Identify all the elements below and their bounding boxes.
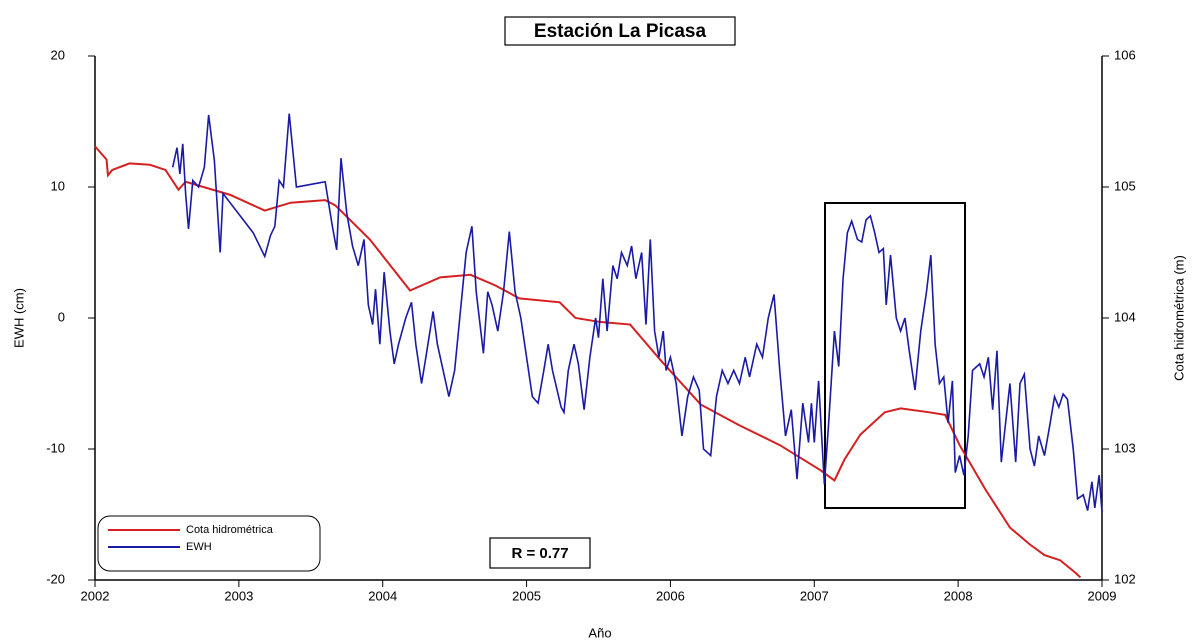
- legend-label: Cota hidrométrica: [186, 524, 274, 536]
- title-box: [504, 16, 736, 46]
- x-tick-label: 2009: [1088, 588, 1117, 603]
- y-tick-label: 20: [51, 47, 65, 62]
- y2-tick-label: 106: [1114, 47, 1136, 62]
- x-axis-label: Año: [588, 625, 611, 640]
- x-tick-label: 2002: [81, 588, 110, 603]
- x-tick-label: 2006: [656, 588, 685, 603]
- y-axis-label: EWH (cm): [11, 288, 26, 348]
- annotation: R = 0.77: [511, 545, 568, 562]
- y-tick-label: 10: [51, 178, 65, 193]
- x-tick-label: 2007: [800, 588, 829, 603]
- chart-title: Estación La Picasa: [534, 21, 707, 42]
- y2-axis-label: Cota hidrométrica (m): [1171, 255, 1186, 381]
- series-line: [171, 113, 1103, 512]
- legend-label: EWH: [186, 541, 212, 553]
- annotation-box: [489, 537, 591, 569]
- y2-tick-label: 102: [1114, 571, 1136, 586]
- x-tick-label: 2004: [368, 588, 397, 603]
- y2-tick-label: 103: [1114, 440, 1136, 455]
- x-tick-label: 2003: [224, 588, 253, 603]
- y-tick-label: 0: [58, 309, 65, 324]
- series-line: [94, 145, 1082, 579]
- y2-tick-label: 104: [1114, 309, 1136, 324]
- y-tick-label: -20: [46, 571, 65, 586]
- y2-tick-label: 105: [1114, 178, 1136, 193]
- highlight-box: [824, 202, 966, 509]
- x-tick-label: 2008: [944, 588, 973, 603]
- y-tick-label: -10: [46, 440, 65, 455]
- x-tick-label: 2005: [512, 588, 541, 603]
